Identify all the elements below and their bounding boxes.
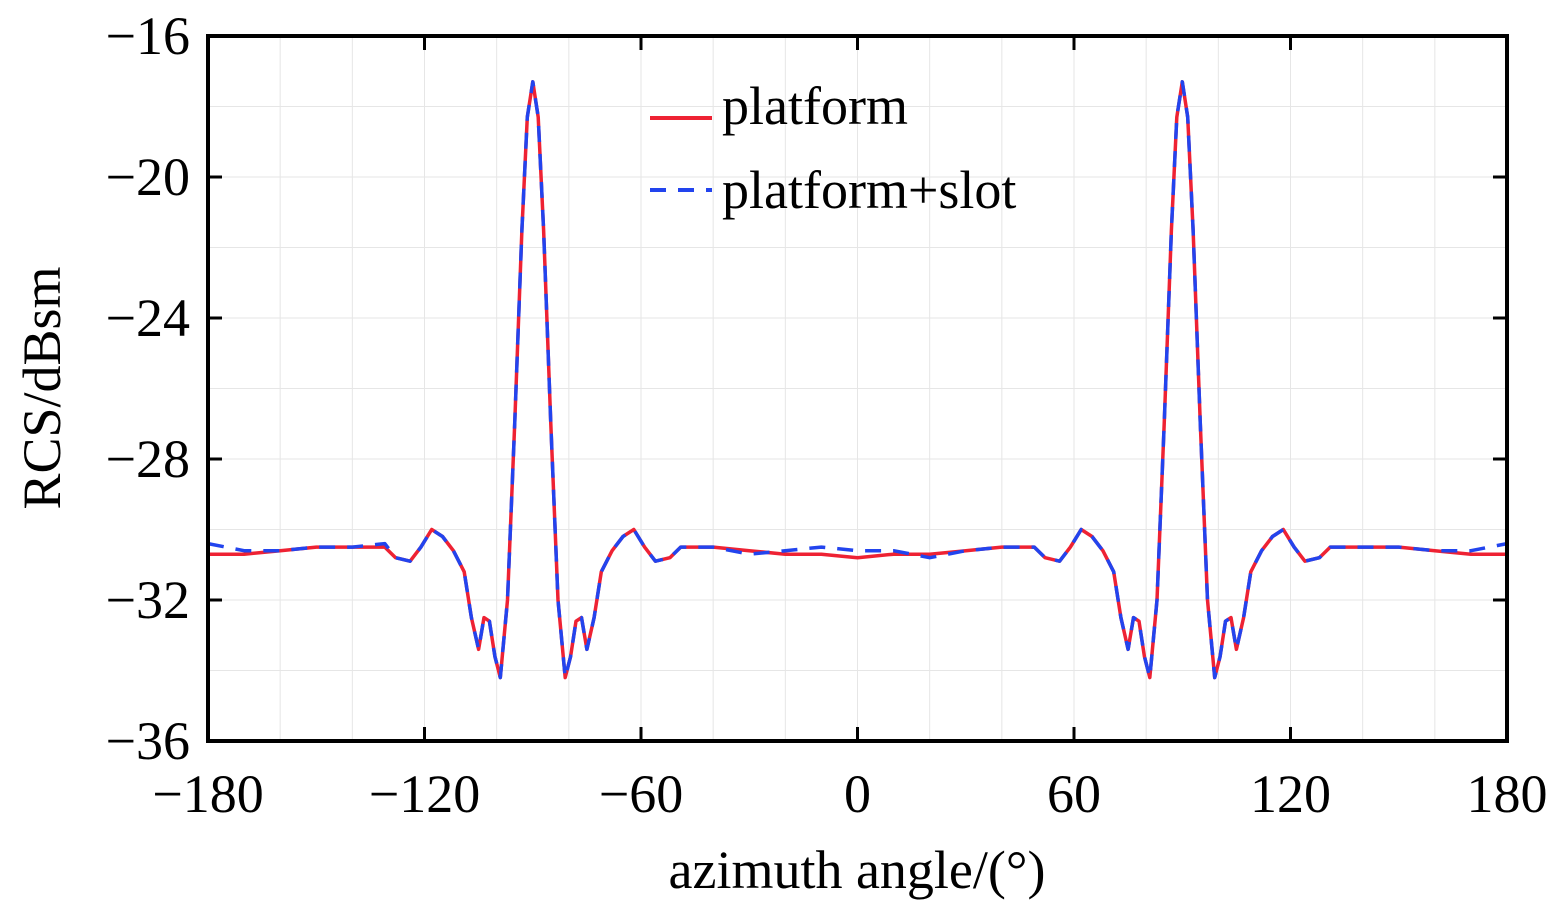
series-line-platform bbox=[208, 80, 1507, 680]
x-tick-label: −180 bbox=[152, 764, 263, 824]
x-axis-title: azimuth angle/(°) bbox=[669, 840, 1046, 900]
legend-label-platform: platform bbox=[722, 76, 908, 136]
x-tick-label: 60 bbox=[1047, 764, 1101, 824]
tick-labels: −180 −120 −60 0 60 120 180 −16 −20 −24 −28 −32 −36 bbox=[106, 6, 1548, 824]
axis-ticks bbox=[206, 34, 1509, 743]
grid bbox=[208, 36, 1507, 741]
series-lines bbox=[207, 80, 1508, 680]
x-tick-label: −120 bbox=[369, 764, 480, 824]
y-tick-label: −24 bbox=[106, 288, 190, 348]
y-axis-title: RCS/dBsm bbox=[12, 266, 72, 509]
x-tick-label: 120 bbox=[1250, 764, 1331, 824]
x-tick-label: 0 bbox=[844, 764, 871, 824]
y-tick-label: −20 bbox=[106, 147, 190, 207]
legend-label-platform-slot: platform+slot bbox=[722, 160, 1016, 220]
y-tick-label: −16 bbox=[106, 6, 190, 66]
x-tick-label: −60 bbox=[599, 764, 683, 824]
y-tick-label: −36 bbox=[106, 711, 190, 771]
y-tick-label: −28 bbox=[106, 429, 190, 489]
x-tick-label: 180 bbox=[1467, 764, 1548, 824]
y-tick-label: −32 bbox=[106, 570, 190, 630]
legend: platform platform+slot bbox=[650, 76, 1016, 220]
